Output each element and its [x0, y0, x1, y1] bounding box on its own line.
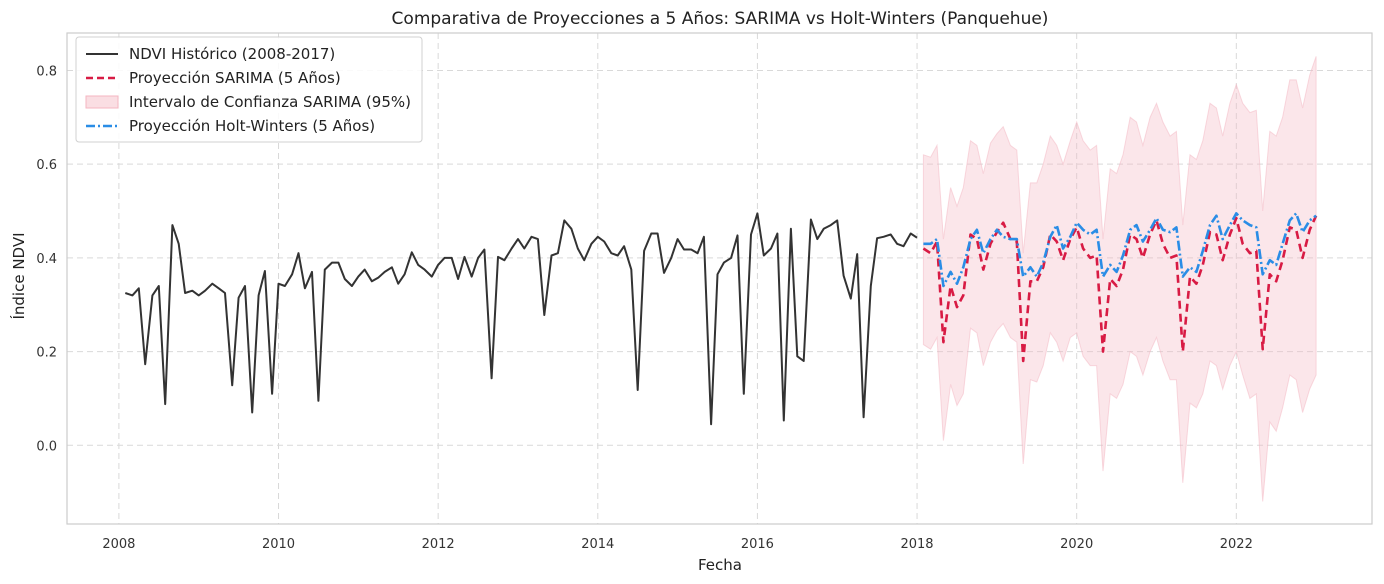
y-tick-label: 0.4 — [36, 252, 57, 267]
x-tick-label: 2008 — [102, 537, 135, 552]
series-layer — [124, 212, 1318, 426]
legend-box — [75, 36, 423, 143]
legend-swatch-confidence — [85, 95, 119, 109]
ndvi-historico-line — [124, 212, 918, 426]
tick-labels: 2008 2010 2012 2014 2016 2018 2020 2022 0.0 0.2 0.… — [36, 64, 1253, 552]
x-tick-label: 2010 — [262, 537, 295, 552]
chart-title: Comparativa de Proyecciones a 5 Años: SA… — [392, 9, 1049, 29]
y-tick-label: 0.6 — [36, 158, 57, 173]
y-tick-label: 0.0 — [36, 439, 57, 454]
sarima-projection-line — [922, 215, 1318, 363]
legend-label-sarima: Proyección SARIMA (5 Años) — [129, 69, 341, 87]
x-tick-label: 2012 — [422, 537, 455, 552]
x-tick-label: 2016 — [741, 537, 774, 552]
legend-item-sarima: Proyección SARIMA (5 Años) — [86, 69, 341, 87]
grid — [67, 33, 1372, 524]
y-axis-title: Índice NDVI — [9, 232, 28, 319]
x-axis-title: Fecha — [698, 556, 742, 574]
y-tick-label: 0.2 — [36, 346, 57, 361]
legend-label-historico: NDVI Histórico (2008-2017) — [129, 45, 335, 63]
legend-item-historico: NDVI Histórico (2008-2017) — [86, 45, 335, 63]
legend-item-holt-winters: Proyección Holt-Winters (5 Años) — [86, 117, 375, 135]
holt-winters-projection-line — [923, 212, 1317, 288]
legend: NDVI Histórico (2008-2017) Proyección SA… — [75, 36, 423, 143]
x-tick-label: 2014 — [581, 537, 614, 552]
x-tick-label: 2022 — [1220, 537, 1253, 552]
legend-item-confidence: Intervalo de Confianza SARIMA (95%) — [85, 93, 411, 111]
x-tick-label: 2018 — [900, 537, 933, 552]
y-tick-label: 0.8 — [36, 64, 57, 79]
plot-frame — [66, 32, 1373, 525]
x-tick-label: 2020 — [1060, 537, 1093, 552]
legend-label-confidence: Intervalo de Confianza SARIMA (95%) — [129, 93, 411, 111]
legend-label-holt-winters: Proyección Holt-Winters (5 Años) — [129, 117, 375, 135]
